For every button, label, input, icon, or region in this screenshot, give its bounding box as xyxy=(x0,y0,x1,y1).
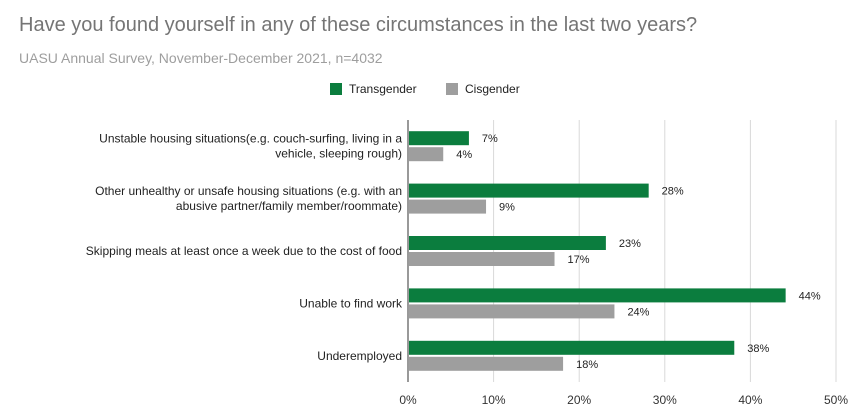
bar-cisgender xyxy=(409,252,555,266)
data-label: 7% xyxy=(482,133,498,145)
x-tick-label: 30% xyxy=(653,393,677,407)
category-label: Underemployed xyxy=(317,349,402,363)
data-label: 38% xyxy=(747,343,769,355)
data-label: 28% xyxy=(662,186,684,198)
bar-transgender xyxy=(409,183,649,198)
x-tick-label: 0% xyxy=(399,393,417,407)
legend: Transgender Cisgender xyxy=(330,82,520,96)
bar-cisgender xyxy=(409,356,564,371)
data-label: 24% xyxy=(627,306,649,318)
category-labels: Unstable housing situations(e.g. couch-s… xyxy=(86,132,403,363)
bars: 7% 4% 28% 9% 23% 17% 44% 24% 38% 18% xyxy=(409,131,821,371)
legend-swatch-transgender xyxy=(330,83,342,95)
data-label: 4% xyxy=(456,149,472,161)
category-label: Other unhealthy or unsafe housing situat… xyxy=(95,184,402,198)
category-label: Unable to find work xyxy=(299,296,403,310)
legend-label-transgender: Transgender xyxy=(349,82,417,96)
x-tick-label: 20% xyxy=(567,393,591,407)
category-label: Unstable housing situations(e.g. couch-s… xyxy=(99,132,402,146)
bar-transgender xyxy=(409,131,469,146)
category-label: Skipping meals at least once a week due … xyxy=(86,244,402,258)
x-tick-label: 40% xyxy=(738,393,762,407)
bar-transgender xyxy=(409,236,606,250)
chart-title: Have you found yourself in any of these … xyxy=(19,14,698,36)
grid xyxy=(407,120,837,382)
data-label: 18% xyxy=(576,359,598,371)
x-tick-label: 10% xyxy=(482,393,506,407)
bar-transgender xyxy=(409,340,735,355)
bar-cisgender xyxy=(409,304,615,319)
category-label: abusive partner/family member/roommate) xyxy=(176,199,402,213)
data-label: 23% xyxy=(619,238,641,250)
legend-swatch-cisgender xyxy=(446,83,458,95)
data-label: 9% xyxy=(499,202,515,214)
bar-cisgender xyxy=(409,199,487,214)
x-tick-label: 50% xyxy=(824,393,848,407)
chart-subtitle: UASU Annual Survey, November-December 20… xyxy=(19,50,383,66)
bar-transgender xyxy=(409,288,786,303)
bar-cisgender xyxy=(409,147,444,162)
category-label: vehicle, sleeping rough) xyxy=(275,147,402,161)
legend-label-cisgender: Cisgender xyxy=(465,82,520,96)
x-axis-ticks: 0% 10% 20% 30% 40% 50% xyxy=(399,393,848,407)
data-label: 17% xyxy=(568,254,590,266)
data-label: 44% xyxy=(799,290,821,302)
